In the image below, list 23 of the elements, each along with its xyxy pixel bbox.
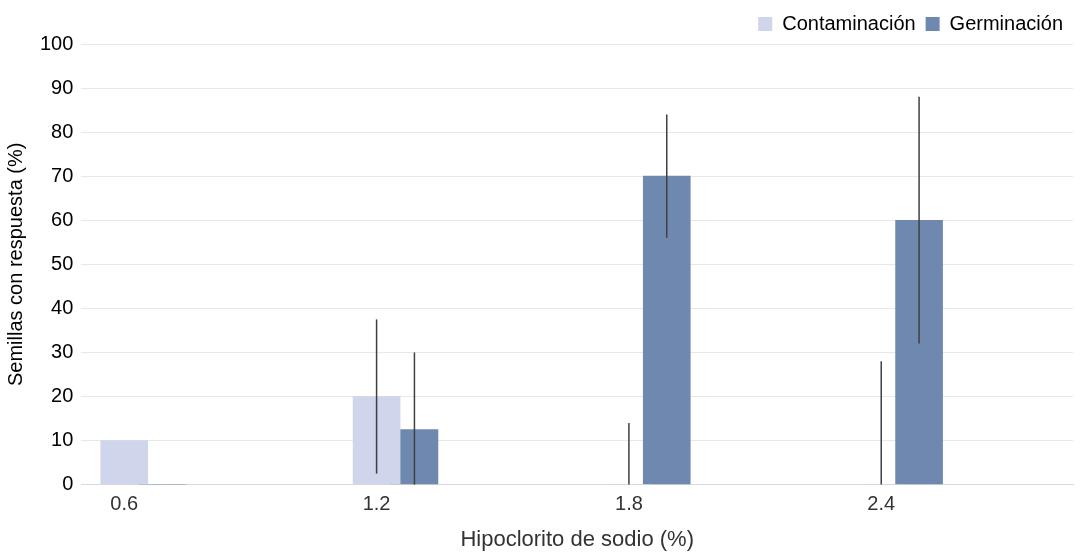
bar	[100, 440, 149, 485]
y-tick-label: 90	[51, 75, 74, 98]
y-tick-label: 70	[51, 163, 74, 186]
legend-label: Contaminación	[782, 11, 916, 34]
legend-label: Germinación	[949, 11, 1064, 34]
y-tick-label: 20	[51, 384, 74, 406]
y-tick-label: 10	[51, 428, 74, 451]
y-tick-label: 60	[51, 207, 74, 230]
y-tick-label: 100	[39, 31, 74, 54]
bar	[642, 175, 691, 485]
y-tick-label: 80	[51, 119, 74, 142]
x-tick-label: 0.6	[110, 492, 139, 515]
y-tick-label: 50	[51, 251, 74, 274]
y-tick-label: 0	[62, 472, 74, 495]
y-axis-title: Semillas con respuesta (%)	[3, 142, 26, 387]
y-tick-label: 40	[51, 295, 74, 318]
y-tick-label: 30	[51, 339, 74, 362]
x-tick-label: 1.2	[362, 492, 391, 515]
x-tick-label: 2.4	[867, 492, 896, 515]
x-axis-title: Hipoclorito de sodio (%)	[460, 525, 694, 551]
bar	[352, 396, 401, 485]
bar	[895, 219, 943, 485]
x-tick-label: 1.8	[615, 492, 643, 515]
